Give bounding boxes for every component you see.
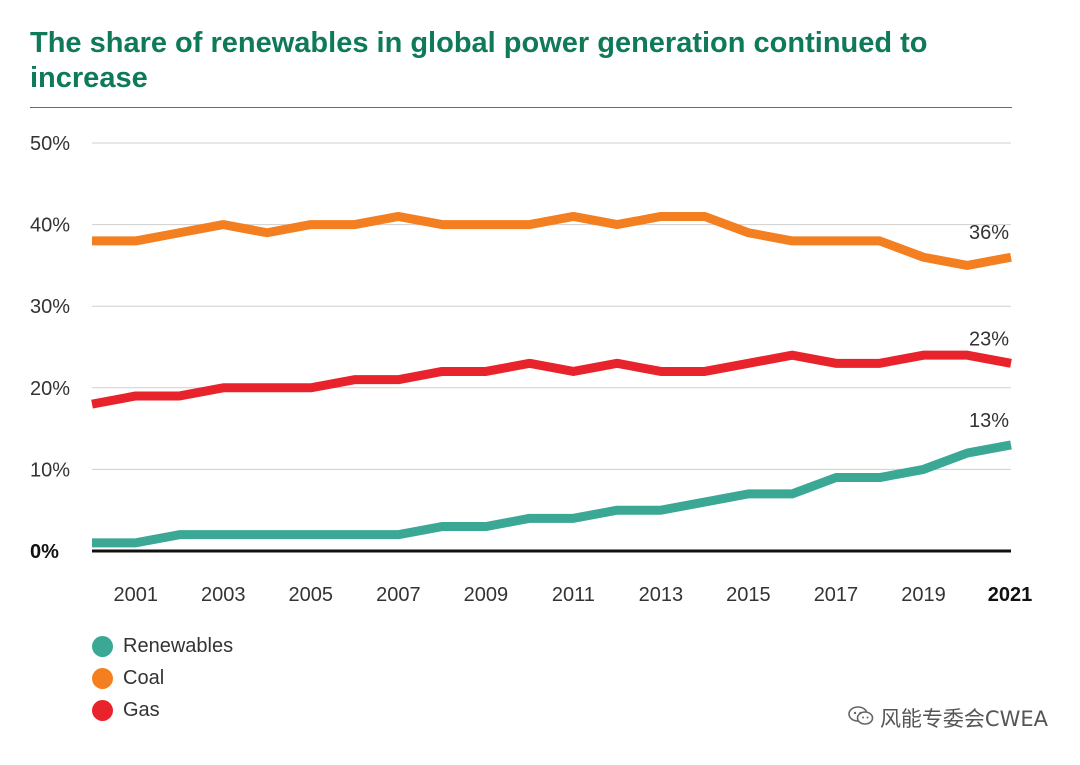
gas-swatch xyxy=(92,699,113,721)
title-divider xyxy=(30,107,1012,108)
watermark-text: 风能专委会CWEA xyxy=(879,707,1048,731)
chart-title: The share of renewables in global power … xyxy=(30,27,928,94)
end-label-coal: 36% xyxy=(969,222,1009,244)
x-tick-label: 2015 xyxy=(726,584,771,606)
y-tick-label: 30% xyxy=(30,296,70,318)
series-line-gas xyxy=(91,350,1012,409)
legend-label-renewables: Renewables xyxy=(123,634,234,657)
x-tick-label: 2003 xyxy=(201,584,246,606)
legend-item-gas: Gas xyxy=(92,694,233,726)
series-line-renewables xyxy=(92,440,1012,548)
coal-swatch xyxy=(92,667,113,689)
end-label-renewables: 13% xyxy=(969,410,1009,432)
end-label-gas: 23% xyxy=(969,328,1009,350)
y-tick-label: 50% xyxy=(30,133,70,155)
x-tick-label: 2005 xyxy=(289,584,334,606)
x-tick-label: 2017 xyxy=(814,584,859,606)
watermark: 风能专委会CWEA xyxy=(848,703,1048,733)
legend-label-coal: Coal xyxy=(123,666,165,689)
y-tick-label: 10% xyxy=(30,459,70,481)
x-tick-label: 2021 xyxy=(988,584,1033,606)
legend-item-renewables: Renewables xyxy=(92,630,233,662)
y-tick-label: 0% xyxy=(30,541,59,563)
x-tick-label: 2007 xyxy=(376,584,421,606)
wechat-icon xyxy=(848,705,874,732)
x-tick-label: 2009 xyxy=(464,584,509,606)
series-line-coal xyxy=(92,211,1012,270)
x-tick-label: 2001 xyxy=(114,584,159,606)
x-tick-label: 2019 xyxy=(901,584,946,606)
y-tick-label: 40% xyxy=(30,215,70,237)
renewables-swatch xyxy=(92,635,113,657)
x-tick-label: 2011 xyxy=(552,584,595,606)
legend-item-coal: Coal xyxy=(92,662,233,694)
y-tick-label: 20% xyxy=(30,378,70,400)
legend: Renewables Coal Gas xyxy=(92,630,233,726)
legend-label-gas: Gas xyxy=(123,698,160,721)
x-tick-label: 2013 xyxy=(639,584,684,606)
